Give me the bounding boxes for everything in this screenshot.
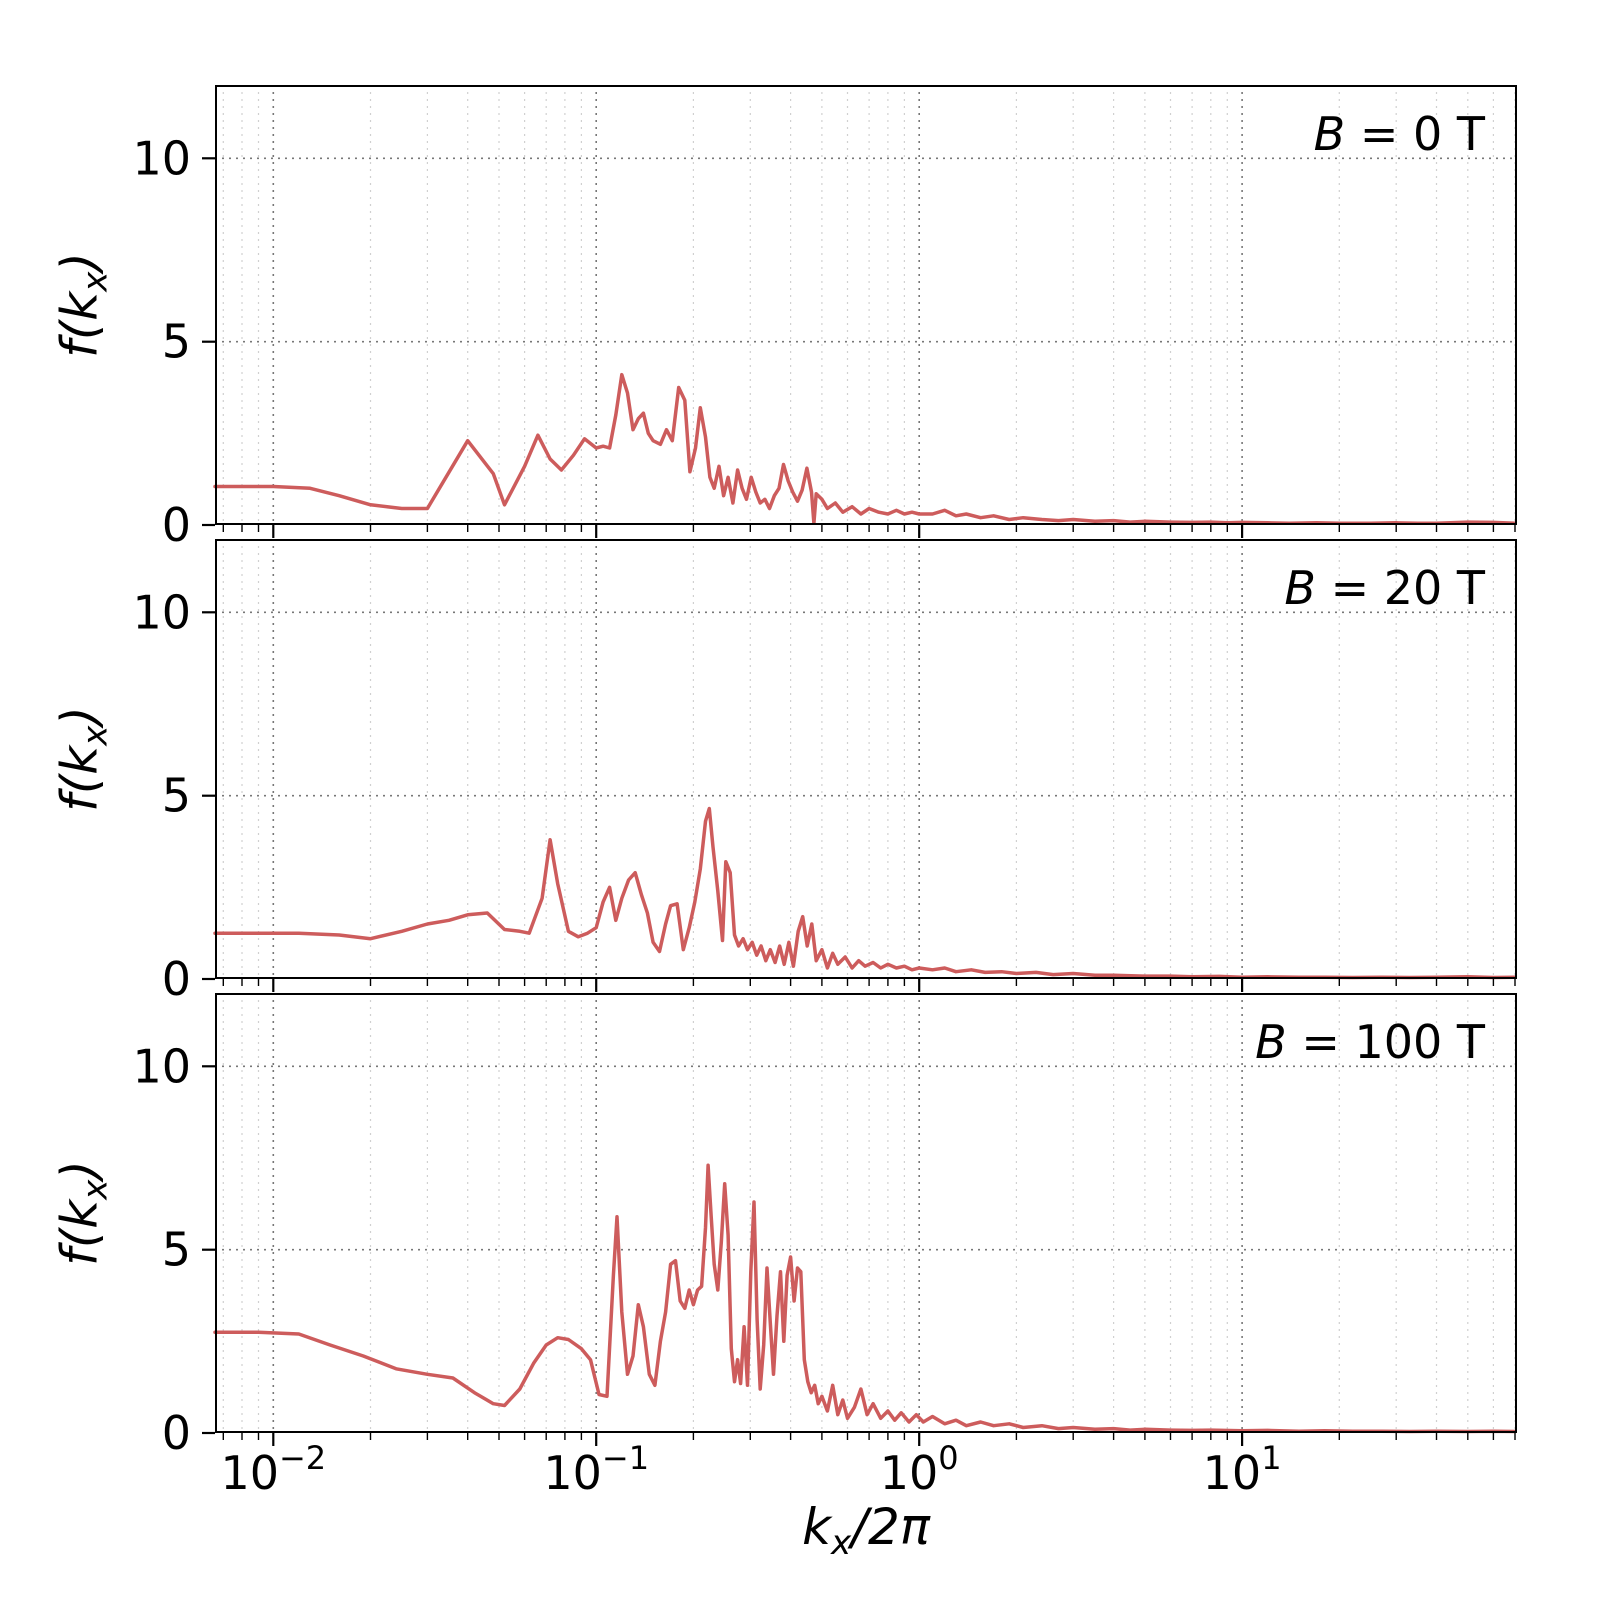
panel-label-b-0t: B = 0 T [1314, 107, 1485, 161]
y-axis-label: f(kx) [50, 1160, 115, 1266]
y-axis-label-close: ) [50, 252, 109, 272]
y-tick-label: 10 [132, 1039, 191, 1093]
subplot-b-0t: 0 5 10 f(kx) B = 0 T [50, 85, 1517, 552]
y-axis-label-text: f(k [50, 291, 109, 358]
frame [215, 85, 1517, 525]
panel-label-variable: B [1313, 107, 1346, 161]
y-ticks: 0 5 10 [132, 131, 215, 552]
panel-label-b-20t: B = 20 T [1284, 561, 1485, 615]
frame [215, 993, 1517, 1433]
frame [215, 539, 1517, 979]
y-axis-label-text: f(k [50, 1199, 109, 1266]
x-axis-label-text: k [802, 1498, 832, 1556]
subplot-b-20t: 0 5 10 f(kx) B = 20 T [50, 539, 1517, 1006]
y-tick-label: 5 [162, 1223, 191, 1277]
y-axis-label: f(kx) [50, 706, 115, 812]
panel-label-value: = 20 T [1330, 561, 1485, 615]
plot-area-b-100t: 0 5 10 10−2 10−1 100 101 [132, 993, 1517, 1500]
x-axis-label-sub: x [831, 1523, 852, 1564]
y-axis-label: f(kx) [50, 252, 115, 358]
grid-major [215, 993, 1517, 1433]
y-axis-label-sub: x [75, 1179, 116, 1200]
x-axis-label: kx/2π [215, 1498, 1517, 1563]
x-tick-label: 100 [880, 1439, 959, 1500]
series-line [213, 1163, 1517, 1434]
y-axis-label-text: f(k [50, 745, 109, 812]
y-tick-label: 5 [162, 769, 191, 823]
y-axis-label-sub: x [75, 271, 116, 292]
series-line [213, 806, 1517, 980]
y-axis-label-close: ) [50, 706, 109, 726]
subplot-b-100t: 0 5 10 10−2 10−1 100 101 f(kx) B = 100 T [50, 993, 1517, 1500]
grid-major [215, 539, 1517, 979]
x-axis-label-rest: /2π [851, 1498, 930, 1556]
y-tick-label: 0 [162, 1406, 191, 1460]
panel-label-b-100t: B = 100 T [1255, 1015, 1485, 1069]
y-ticks: 0 5 10 [132, 585, 215, 1006]
x-tick-label: 10−2 [220, 1439, 326, 1500]
y-tick-label: 0 [162, 952, 191, 1006]
panel-label-value: = 100 T [1301, 1015, 1485, 1069]
y-tick-label: 0 [162, 498, 191, 552]
grid-major [215, 85, 1517, 525]
y-tick-label: 10 [132, 585, 191, 639]
x-ticks [222, 979, 1516, 992]
y-ticks: 0 5 10 [132, 1039, 215, 1460]
y-axis-label-sub: x [75, 725, 116, 746]
panel-label-value: = 0 T [1359, 107, 1485, 161]
x-ticks [222, 525, 1516, 538]
y-tick-label: 10 [132, 131, 191, 185]
x-tick-label: 10−1 [543, 1439, 649, 1500]
plot-area-b-20t: 0 5 10 [132, 539, 1517, 1006]
x-tick-labels: 10−2 10−1 100 101 [220, 1439, 1281, 1500]
plot-area-b-0t: 0 5 10 [132, 85, 1517, 552]
y-tick-label: 5 [162, 315, 191, 369]
series-line [213, 372, 1517, 525]
x-tick-label: 101 [1203, 1439, 1282, 1500]
x-ticks [222, 1433, 1516, 1446]
panel-label-variable: B [1284, 561, 1316, 615]
panel-label-variable: B [1255, 1015, 1287, 1069]
y-axis-label-close: ) [50, 1160, 109, 1180]
